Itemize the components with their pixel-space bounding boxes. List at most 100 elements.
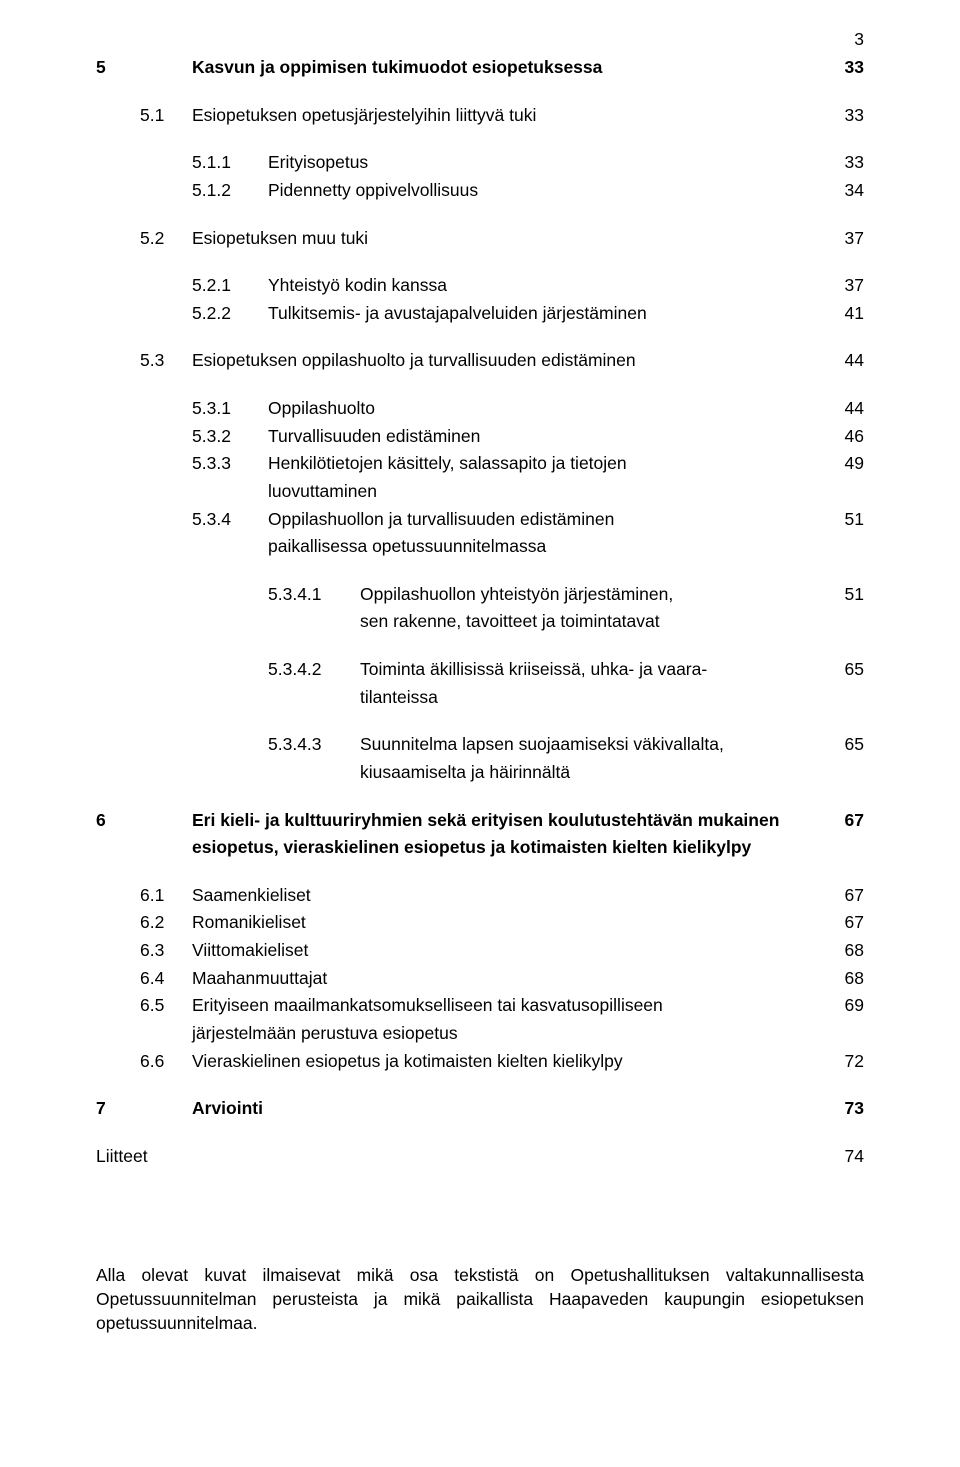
toc-item: 5.3.2 Turvallisuuden edistäminen 46 — [96, 425, 864, 449]
toc-num: 5.3.2 — [192, 425, 268, 449]
toc-num: 5.3.3 — [192, 452, 268, 476]
toc-title: Saamenkieliset — [192, 884, 828, 908]
toc-page: 34 — [828, 179, 864, 203]
toc-item: 6.2 Romanikieliset 67 — [96, 911, 864, 935]
toc-item: 5.2 Esiopetuksen muu tuki 37 — [96, 227, 864, 251]
toc-title: Vieraskielinen esiopetus ja kotimaisten … — [192, 1050, 828, 1074]
toc-title: Eri kieli- ja kulttuuriryhmien sekä erit… — [192, 809, 828, 833]
toc-page: 33 — [828, 104, 864, 128]
toc-page: 37 — [828, 227, 864, 251]
toc-page: 51 — [828, 583, 864, 607]
bottom-note: Alla olevat kuvat ilmaisevat mikä osa te… — [96, 1264, 864, 1335]
toc-item: 5.3.4.1 Oppilashuollon yhteistyön järjes… — [96, 583, 864, 607]
toc-item-cont: sen rakenne, tavoitteet ja toimintatavat — [96, 610, 864, 634]
toc-num: 7 — [96, 1097, 140, 1121]
toc-page: 68 — [828, 967, 864, 991]
toc-page: 37 — [828, 274, 864, 298]
toc-num: 6.4 — [140, 967, 192, 991]
toc-num: 5.1.1 — [192, 151, 268, 175]
toc-page: 41 — [828, 302, 864, 326]
toc-title: Liitteet — [96, 1145, 828, 1169]
toc-title: Esiopetuksen opetusjärjestelyihin liitty… — [192, 104, 828, 128]
toc-page: 44 — [828, 397, 864, 421]
toc-page: 67 — [828, 884, 864, 908]
toc-num: 6.6 — [140, 1050, 192, 1074]
toc-title: Tulkitsemis- ja avustajapalveluiden järj… — [268, 302, 828, 326]
toc-item: 5.3 Esiopetuksen oppilashuolto ja turval… — [96, 349, 864, 373]
toc-item: 6.3 Viittomakieliset 68 — [96, 939, 864, 963]
toc-section-7: 7 Arviointi 73 — [96, 1097, 864, 1121]
toc-num: 5.2.2 — [192, 302, 268, 326]
toc-num: 5.3.4.2 — [268, 658, 360, 682]
toc-num: 5.1.2 — [192, 179, 268, 203]
toc-page: 33 — [828, 56, 864, 80]
toc-page: 51 — [828, 508, 864, 532]
toc-page: 68 — [828, 939, 864, 963]
toc-title: kiusaamiselta ja häirinnältä — [360, 761, 828, 785]
toc-title: Oppilashuolto — [268, 397, 828, 421]
toc-num: 6 — [96, 809, 140, 833]
toc-item: 5.2.2 Tulkitsemis- ja avustajapalveluide… — [96, 302, 864, 326]
toc-section-6-cont: esiopetus, vieraskielinen esiopetus ja k… — [96, 836, 864, 860]
toc-section-5: 5 Kasvun ja oppimisen tukimuodot esiopet… — [96, 56, 864, 80]
toc-item: 5.2.1 Yhteistyö kodin kanssa 37 — [96, 274, 864, 298]
toc-page: 65 — [828, 658, 864, 682]
toc-item: 5.3.4 Oppilashuollon ja turvallisuuden e… — [96, 508, 864, 532]
toc-title: Arviointi — [192, 1097, 828, 1121]
page-number: 3 — [854, 28, 864, 52]
toc-title: Turvallisuuden edistäminen — [268, 425, 828, 449]
toc-item: 5.1.2 Pidennetty oppivelvollisuus 34 — [96, 179, 864, 203]
toc-num: 6.5 — [140, 994, 192, 1018]
toc-title: järjestelmään perustuva esiopetus — [192, 1022, 828, 1046]
toc-title: Maahanmuuttajat — [192, 967, 828, 991]
toc-title: Oppilashuollon yhteistyön järjestäminen, — [360, 583, 828, 607]
toc-num: 5.3 — [140, 349, 192, 373]
toc-num: 5.2 — [140, 227, 192, 251]
toc-title: Viittomakieliset — [192, 939, 828, 963]
toc-page: 73 — [828, 1097, 864, 1121]
toc-page: 72 — [828, 1050, 864, 1074]
toc-num: 5.3.4 — [192, 508, 268, 532]
toc-num: 5 — [96, 56, 140, 80]
document-page: 3 5 Kasvun ja oppimisen tukimuodot esiop… — [0, 0, 960, 1467]
toc-item-cont: paikallisessa opetussuunnitelmassa — [96, 535, 864, 559]
toc-item: 5.3.3 Henkilötietojen käsittely, salassa… — [96, 452, 864, 476]
toc-item: 5.1.1 Erityisopetus 33 — [96, 151, 864, 175]
toc-title: Erityiseen maailmankatsomukselliseen tai… — [192, 994, 828, 1018]
toc-item: 6.6 Vieraskielinen esiopetus ja kotimais… — [96, 1050, 864, 1074]
toc-page: 67 — [828, 911, 864, 935]
toc-num: 6.2 — [140, 911, 192, 935]
toc-item: 5.1 Esiopetuksen opetusjärjestelyihin li… — [96, 104, 864, 128]
toc-title: Romanikieliset — [192, 911, 828, 935]
toc-num: 6.3 — [140, 939, 192, 963]
toc-item: 6.5 Erityiseen maailmankatsomukselliseen… — [96, 994, 864, 1018]
toc-title: luovuttaminen — [268, 480, 828, 504]
toc-page: 46 — [828, 425, 864, 449]
toc-page: 65 — [828, 733, 864, 757]
toc-item: 5.3.1 Oppilashuolto 44 — [96, 397, 864, 421]
toc-page: 74 — [828, 1145, 864, 1169]
toc-item-cont: kiusaamiselta ja häirinnältä — [96, 761, 864, 785]
toc-item-cont: tilanteissa — [96, 686, 864, 710]
toc-num: 5.3.4.1 — [268, 583, 360, 607]
toc-title: Toiminta äkillisissä kriiseissä, uhka- j… — [360, 658, 828, 682]
toc-title: Yhteistyö kodin kanssa — [268, 274, 828, 298]
toc-item-cont: luovuttaminen — [96, 480, 864, 504]
toc-page: 49 — [828, 452, 864, 476]
toc-section-6: 6 Eri kieli- ja kulttuuriryhmien sekä er… — [96, 809, 864, 833]
toc-title: Kasvun ja oppimisen tukimuodot esiopetuk… — [192, 56, 828, 80]
toc-title: Henkilötietojen käsittely, salassapito j… — [268, 452, 828, 476]
toc-num: 5.3.1 — [192, 397, 268, 421]
toc-title: Erityisopetus — [268, 151, 828, 175]
toc-liitteet: Liitteet 74 — [96, 1145, 864, 1169]
toc-num: 5.1 — [140, 104, 192, 128]
toc-num: 5.3.4.3 — [268, 733, 360, 757]
toc-num: 5.2.1 — [192, 274, 268, 298]
toc-item: 5.3.4.2 Toiminta äkillisissä kriiseissä,… — [96, 658, 864, 682]
toc-page: 69 — [828, 994, 864, 1018]
toc-title: paikallisessa opetussuunnitelmassa — [268, 535, 828, 559]
toc-title: Suunnitelma lapsen suojaamiseksi väkival… — [360, 733, 828, 757]
toc-title: Oppilashuollon ja turvallisuuden edistäm… — [268, 508, 828, 532]
toc-item: 5.3.4.3 Suunnitelma lapsen suojaamiseksi… — [96, 733, 864, 757]
toc-page: 44 — [828, 349, 864, 373]
